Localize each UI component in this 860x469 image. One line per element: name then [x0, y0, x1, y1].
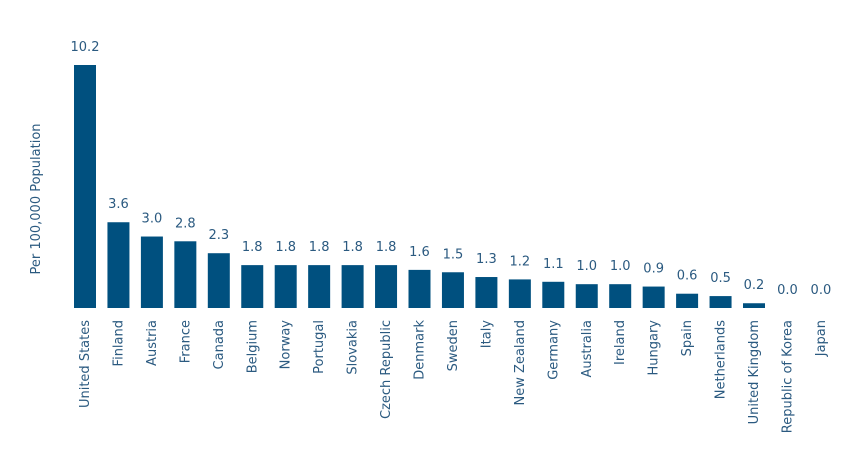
- category-label: Republic of Korea: [780, 320, 795, 433]
- bar-ireland: [609, 284, 632, 308]
- category-label: Japan: [814, 320, 829, 357]
- bar-germany: [542, 281, 565, 308]
- value-label: 1.8: [309, 240, 330, 255]
- category-label: Netherlands: [714, 320, 729, 399]
- category-label: Norway: [279, 320, 294, 370]
- category-labels-group: United States Finland Austria France Canada B…: [78, 320, 829, 434]
- value-label: 1.8: [376, 240, 397, 255]
- bar-austria: [140, 236, 163, 308]
- value-label: 1.8: [342, 240, 363, 255]
- category-label: Spain: [680, 320, 695, 356]
- bar-united-kingdom: [743, 303, 765, 308]
- bar-netherlands: [709, 296, 732, 308]
- category-label: Australia: [580, 320, 595, 378]
- bar-france: [174, 241, 197, 308]
- value-label: 1.0: [576, 259, 597, 274]
- value-label: 1.6: [409, 245, 430, 260]
- category-label: Austria: [145, 320, 160, 366]
- value-label: 1.1: [543, 257, 564, 272]
- category-label: Czech Republic: [379, 320, 394, 419]
- category-label: New Zealand: [513, 320, 528, 405]
- category-label: Portugal: [312, 320, 327, 374]
- category-label: Ireland: [613, 320, 628, 365]
- category-label: Italy: [479, 320, 494, 349]
- bar-hungary: [642, 286, 665, 308]
- bar-denmark: [408, 269, 431, 308]
- value-label: 0.0: [777, 283, 798, 298]
- category-label: Canada: [212, 320, 227, 369]
- bar-portugal: [308, 265, 331, 308]
- category-label: United Kingdom: [747, 320, 762, 424]
- bars-group: [74, 65, 765, 308]
- value-label: 0.2: [744, 278, 765, 293]
- value-label: 1.8: [242, 240, 263, 255]
- category-label: Denmark: [413, 320, 428, 380]
- bar-spain: [676, 293, 699, 308]
- bar-canada: [207, 253, 230, 308]
- y-axis-title: Per 100,000 Population: [29, 123, 44, 274]
- value-label: 0.5: [710, 271, 731, 286]
- category-label: Germany: [546, 320, 561, 380]
- value-label: 0.0: [811, 283, 832, 298]
- bar-australia: [575, 284, 598, 308]
- category-label: Belgium: [245, 320, 260, 373]
- value-label: 1.0: [610, 259, 631, 274]
- category-label: France: [178, 320, 193, 363]
- value-label: 3.6: [108, 197, 129, 212]
- category-label: Finland: [111, 320, 126, 366]
- value-label: 2.3: [208, 228, 229, 243]
- value-label: 2.8: [175, 216, 196, 231]
- value-label: 1.3: [476, 252, 497, 267]
- bar-new-zealand: [508, 279, 531, 308]
- bar-united-states: [74, 65, 96, 308]
- bar-norway: [274, 265, 297, 308]
- bar-finland: [107, 222, 130, 308]
- value-label: 3.0: [142, 212, 163, 227]
- bar-czech-republic: [375, 265, 398, 308]
- value-label: 0.6: [677, 269, 698, 284]
- category-label: Slovakia: [346, 320, 361, 375]
- bar-belgium: [241, 265, 264, 308]
- category-label: United States: [78, 320, 93, 408]
- bar-italy: [475, 277, 498, 308]
- bar-slovakia: [341, 265, 364, 308]
- value-label: 10.2: [71, 40, 100, 55]
- value-label: 1.2: [510, 254, 531, 269]
- category-label: Hungary: [647, 320, 662, 376]
- value-label: 0.9: [643, 262, 664, 277]
- value-label: 1.5: [443, 247, 464, 262]
- bar-sweden: [441, 272, 464, 308]
- category-label: Sweden: [446, 320, 461, 371]
- value-label: 1.8: [275, 240, 296, 255]
- value-labels-group: 10.2 3.6 3.0 2.8 2.3 1.8 1.8 1.8 1.8 1.8 1.6 1.5 1.3…: [71, 40, 832, 298]
